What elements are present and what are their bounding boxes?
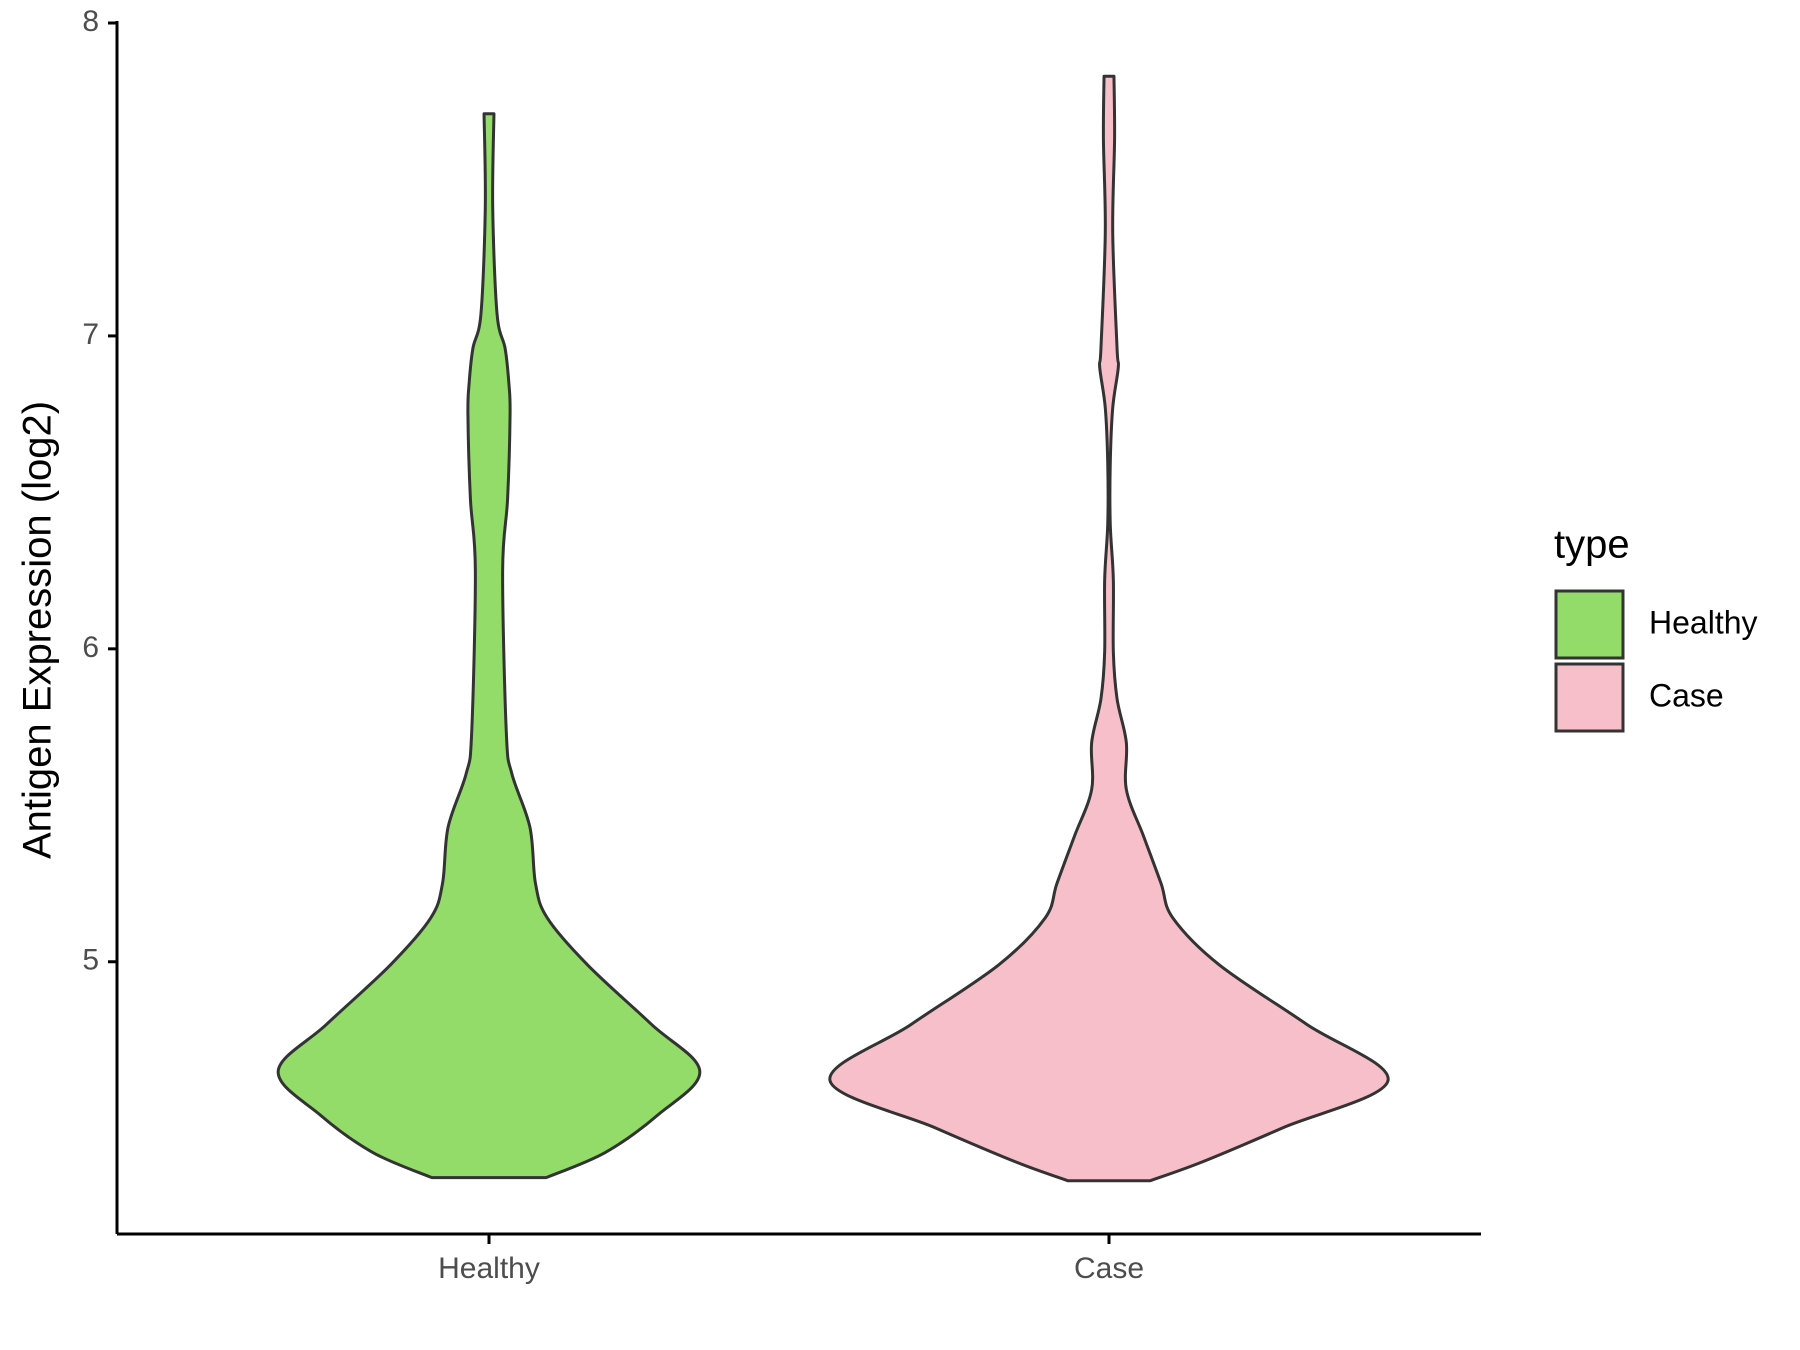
y-tick-label: 8 — [82, 5, 99, 38]
legend-label: Healthy — [1649, 604, 1758, 640]
x-tick-label: Healthy — [438, 1252, 540, 1285]
y-axis-title: Antigen Expression (log2) — [16, 401, 60, 859]
y-tick-label: 5 — [82, 944, 99, 977]
y-tick-label: 6 — [82, 631, 99, 664]
legend-key — [1554, 589, 1625, 660]
legend-title: type — [1554, 523, 1630, 567]
violin — [276, 112, 702, 1180]
x-tick-label: Case — [1074, 1252, 1144, 1285]
y-tick-label: 7 — [82, 318, 99, 351]
violin — [828, 74, 1390, 1183]
legend-key — [1554, 662, 1625, 733]
legend-label: Case — [1649, 677, 1724, 713]
